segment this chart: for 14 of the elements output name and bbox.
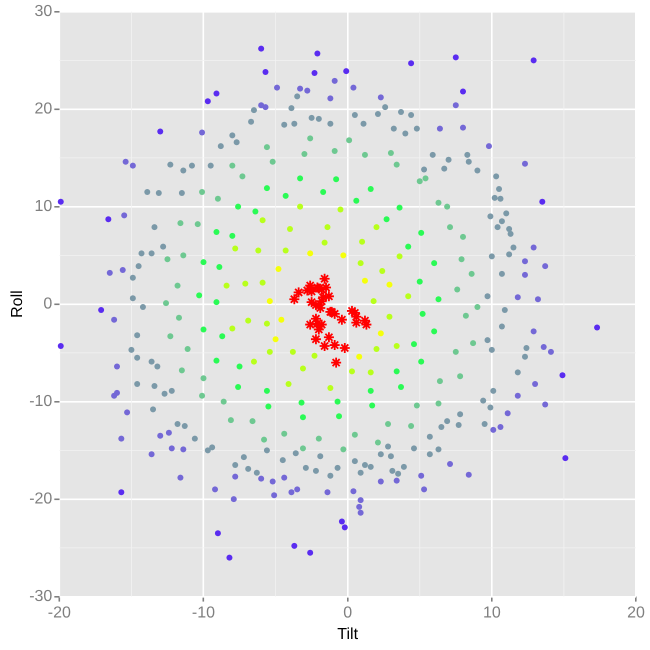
- y-tick-label: 0: [43, 296, 52, 313]
- x-tick-label: 10: [482, 604, 501, 622]
- x-tick-label: 20: [627, 604, 645, 622]
- x-axis-title: Tilt: [337, 626, 359, 643]
- y-axis-title: Roll: [9, 290, 26, 318]
- x-tick-label: -10: [192, 604, 216, 622]
- y-tick-label: 10: [34, 198, 52, 216]
- x-tick-label: -20: [48, 604, 71, 622]
- y-tick-label: -30: [29, 588, 52, 606]
- y-tick-label: -20: [29, 490, 52, 508]
- y-tick-label: 20: [34, 100, 52, 118]
- y-tick-label: 30: [34, 3, 52, 20]
- y-tick-label: -10: [29, 393, 52, 410]
- x-tick-label: 0: [343, 604, 352, 622]
